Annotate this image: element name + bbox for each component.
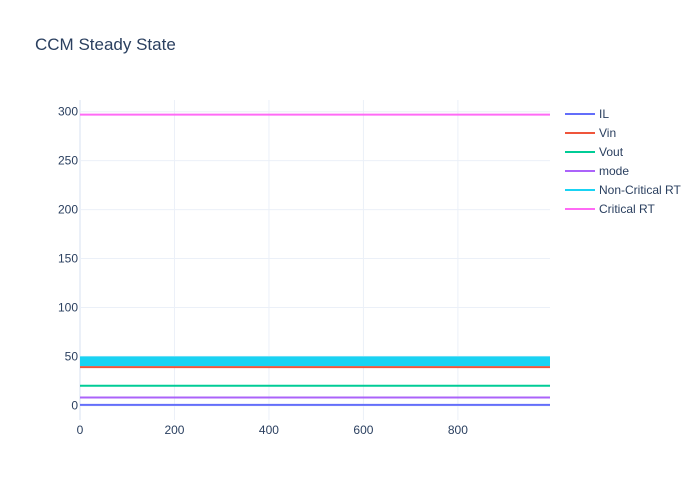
axis-ticks: 0 200 400 600 800 0 50 100 150 200 250 300 [58, 105, 468, 437]
legend-item: Non-Critical RT [565, 183, 681, 197]
y-tick-label: 300 [58, 105, 78, 119]
legend-item: mode [565, 164, 629, 178]
legend-item: Critical RT [565, 202, 655, 216]
y-tick-label: 150 [58, 252, 78, 266]
y-tick-label: 50 [65, 349, 79, 363]
legend-item: Vin [565, 126, 616, 140]
x-tick-label: 600 [353, 423, 373, 437]
chart-title: CCM Steady State [35, 35, 176, 54]
legend-label: Vin [599, 126, 616, 140]
legend: IL Vin Vout mode Non-Critical RT Critical RT [565, 107, 681, 216]
x-tick-label: 400 [259, 423, 279, 437]
legend-label: Non-Critical RT [599, 183, 681, 197]
x-tick-label: 200 [164, 423, 184, 437]
grid [79, 100, 550, 420]
y-tick-label: 250 [58, 154, 78, 168]
x-tick-label: 800 [448, 423, 468, 437]
legend-label: Critical RT [599, 202, 655, 216]
x-tick-label: 0 [77, 423, 84, 437]
y-tick-label: 0 [71, 398, 78, 412]
series-non-critical-rt [80, 356, 550, 367]
legend-label: Vout [599, 145, 624, 159]
plot-area [80, 113, 550, 406]
legend-label: mode [599, 164, 629, 178]
legend-label: IL [599, 107, 609, 121]
y-tick-label: 100 [58, 300, 78, 314]
legend-item: Vout [565, 145, 624, 159]
legend-item: IL [565, 107, 609, 121]
y-tick-label: 200 [58, 203, 78, 217]
